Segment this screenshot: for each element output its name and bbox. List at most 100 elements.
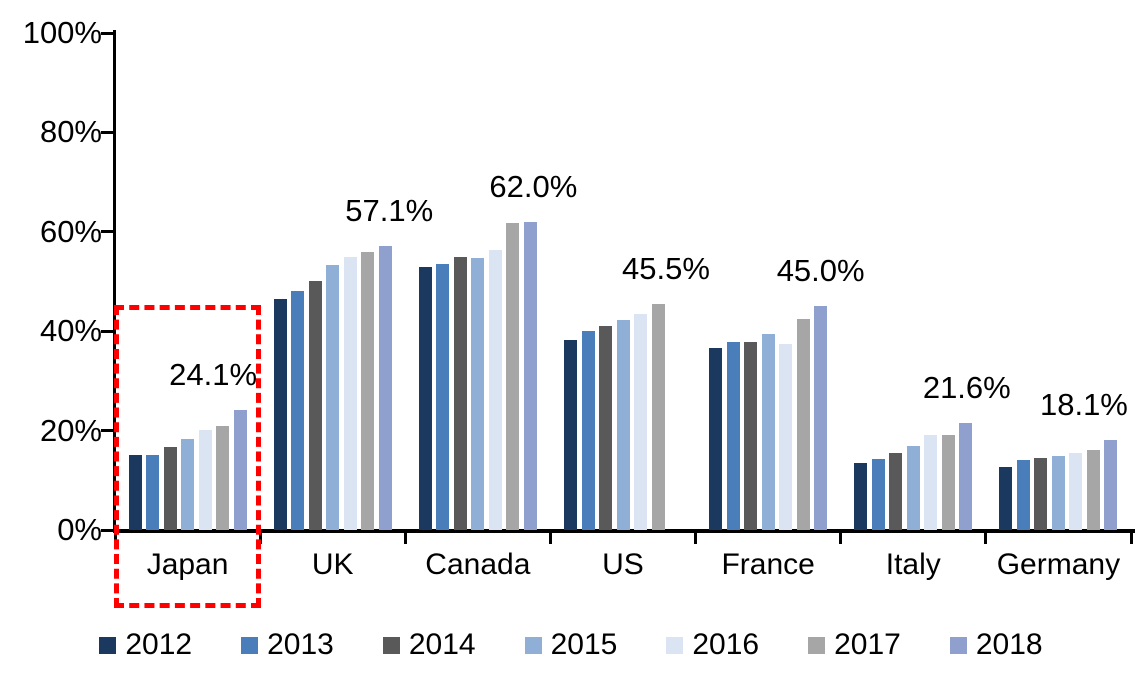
y-tick-label: 80% — [39, 114, 102, 150]
highlight-box — [114, 305, 262, 608]
data-label: 24.1% — [169, 357, 258, 393]
data-label: 21.6% — [922, 369, 1011, 405]
bar-2014 — [889, 452, 903, 530]
bar-2012 — [999, 466, 1013, 530]
bar-2015 — [326, 265, 340, 530]
legend-item-2016: 2016 — [666, 628, 759, 662]
y-axis-tick — [101, 230, 113, 234]
category-label: Japan — [146, 548, 229, 581]
y-tick-label: 60% — [39, 213, 102, 249]
bar-2018 — [378, 246, 392, 530]
bar-2016 — [634, 313, 647, 530]
bar-2014 — [1034, 457, 1048, 530]
data-label: 18.1% — [1039, 387, 1128, 423]
category-label: UK — [311, 548, 354, 581]
y-axis-line — [113, 30, 116, 532]
legend-swatch — [949, 636, 967, 654]
legend-item-2018: 2018 — [949, 628, 1043, 662]
bar-2016 — [779, 343, 793, 530]
bar-2012 — [564, 340, 577, 530]
x-axis-tick — [839, 531, 843, 544]
bar-2016 — [924, 435, 938, 530]
bar-2013 — [436, 264, 450, 530]
y-axis-tick — [101, 130, 113, 134]
bar-2014 — [163, 447, 177, 530]
legend-swatch — [382, 636, 400, 654]
x-axis-tick — [984, 531, 988, 544]
legend: 2012 2013 2014 2015 2016 2017 2018 — [0, 628, 1142, 662]
bar-2015 — [761, 333, 775, 530]
x-axis-tick — [403, 531, 407, 544]
category-label: France — [721, 548, 815, 581]
data-label: 45.5% — [622, 250, 710, 286]
legend-label: 2012 — [125, 628, 193, 661]
bar-2013 — [726, 342, 740, 530]
bar-2016 — [343, 257, 357, 530]
y-tick-label: 100% — [22, 15, 102, 50]
legend-item-2014: 2014 — [382, 628, 476, 662]
y-axis-tick — [101, 429, 113, 433]
bar-2013 — [291, 291, 305, 530]
legend-swatch — [666, 636, 684, 654]
bar-2016 — [488, 250, 502, 530]
bar-2017 — [796, 319, 810, 530]
bar-2012 — [418, 266, 432, 530]
category-label: Germany — [996, 548, 1121, 581]
legend-label: 2015 — [550, 628, 618, 661]
y-tick-label: 0% — [57, 512, 102, 547]
data-label: 62.0% — [489, 168, 578, 204]
category-label: Canada — [425, 548, 531, 581]
y-tick-label: 20% — [39, 412, 102, 448]
bar-2012 — [854, 463, 868, 530]
legend-label: 2016 — [692, 628, 760, 661]
bar-2018 — [1104, 440, 1118, 530]
legend-item-2017: 2017 — [808, 628, 901, 662]
legend-label: 2014 — [408, 628, 476, 661]
y-axis-tick — [101, 31, 113, 35]
bar-2013 — [146, 454, 160, 530]
bar-2017 — [361, 251, 375, 530]
bar-2014 — [744, 342, 758, 530]
data-label: 57.1% — [345, 193, 434, 229]
bar-2012 — [709, 348, 723, 530]
legend-label: 2018 — [975, 628, 1043, 661]
bar-2017 — [1086, 450, 1100, 530]
category-label: US — [602, 548, 644, 581]
bar-2018 — [523, 221, 537, 530]
legend-swatch — [99, 636, 117, 654]
x-axis-tick — [1129, 531, 1133, 544]
data-label: 45.0% — [776, 253, 865, 289]
legend-label: 2017 — [834, 628, 901, 661]
legend-item-2012: 2012 — [99, 628, 192, 662]
bar-2015 — [471, 258, 485, 530]
bar-2014 — [453, 257, 467, 530]
bar-2014 — [308, 281, 322, 530]
bar-2017 — [506, 223, 520, 530]
y-axis-tick — [101, 528, 113, 532]
bar-2015 — [616, 320, 630, 530]
bar-2015 — [181, 439, 195, 530]
bar-2016 — [1069, 452, 1083, 530]
bar-2015 — [1051, 455, 1065, 530]
bar-2014 — [599, 326, 612, 530]
bar-2012 — [273, 299, 287, 530]
legend-swatch — [808, 636, 826, 654]
legend-item-2013: 2013 — [241, 628, 334, 662]
bar-2017 — [941, 434, 955, 530]
bar-2015 — [906, 445, 920, 530]
bar-2017 — [651, 303, 665, 530]
x-axis-tick — [548, 531, 552, 544]
bar-2016 — [198, 430, 212, 530]
category-label: Italy — [885, 548, 941, 581]
bar-2013 — [581, 330, 595, 530]
x-axis-line — [113, 529, 1135, 533]
x-axis-tick — [694, 531, 698, 544]
legend-swatch — [241, 636, 259, 654]
bar-2013 — [1016, 460, 1030, 530]
bar-2018 — [814, 306, 828, 530]
legend-swatch — [524, 636, 542, 654]
y-axis-tick — [101, 329, 113, 333]
bar-2017 — [216, 425, 230, 530]
legend-label: 2013 — [267, 628, 334, 661]
